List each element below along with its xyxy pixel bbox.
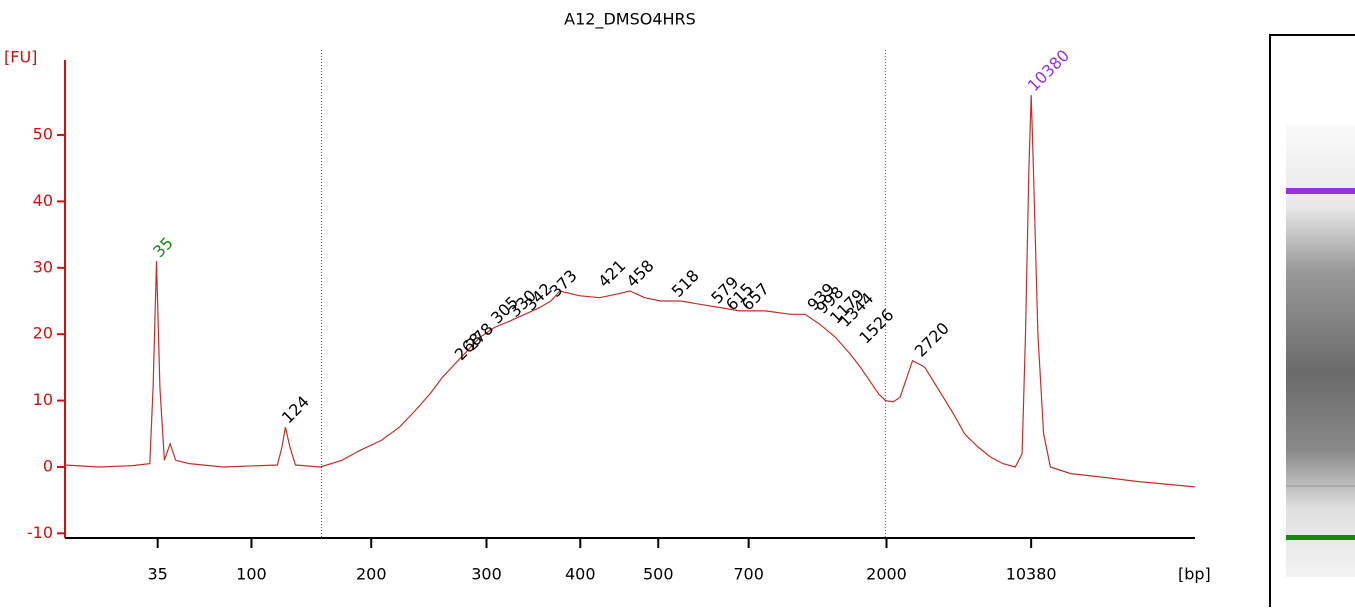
y-axis-label: [FU] [4, 48, 37, 67]
x-tick-label: 35 [147, 565, 167, 584]
y-tick-label: 40 [33, 191, 53, 210]
peak-label: 458 [623, 256, 658, 291]
y-tick-label: 50 [33, 125, 53, 144]
x-tick-label: 300 [471, 565, 502, 584]
x-tick-label: 10380 [1006, 565, 1057, 584]
y-tick-label: 0 [43, 456, 53, 475]
peak-label: 2720 [911, 319, 953, 361]
x-tick-label: 2000 [866, 565, 907, 584]
peak-label: 124 [278, 392, 313, 427]
y-tick-label: 20 [33, 324, 53, 343]
x-tick-label: 500 [643, 565, 674, 584]
peak-label: 10380 [1024, 46, 1073, 95]
gel-lane [1269, 34, 1355, 611]
chart-title: A12_DMSO4HRS [564, 10, 696, 30]
y-tick-label: 10 [33, 390, 53, 409]
peak-label: 35 [149, 233, 177, 261]
x-tick-label: 100 [236, 565, 267, 584]
peak-label: 518 [668, 266, 703, 301]
y-tick-label: -10 [27, 523, 53, 542]
x-tick-label: 200 [356, 565, 387, 584]
x-axis-label: [bp] [1178, 565, 1211, 584]
y-tick-label: 30 [33, 257, 53, 276]
x-tick-label: 700 [733, 565, 764, 584]
trace [64, 95, 1196, 488]
peak-label: 421 [594, 256, 629, 291]
x-tick-label: 400 [565, 565, 596, 584]
